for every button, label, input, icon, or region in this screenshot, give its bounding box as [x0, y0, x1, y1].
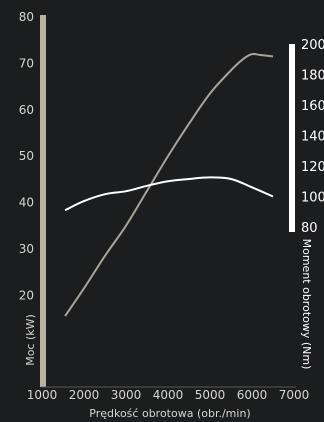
x-tick-label: 3000: [111, 388, 142, 402]
x-tick-label: 4000: [153, 388, 184, 402]
x-axis-label: Prędkość obrotowa (obr./min): [89, 407, 250, 420]
y-left-tick-label: 70: [19, 56, 34, 70]
y-left-tick-label: 30: [19, 242, 34, 256]
y-right-tick-label: 140: [301, 130, 324, 145]
y-left-tick-label: 50: [19, 149, 34, 163]
y-left-tick-labels: 20 30 40 50 60 70 80: [19, 10, 34, 302]
x-tick-label: 7000: [279, 388, 310, 402]
x-tick-label: 1000: [27, 388, 58, 402]
y-right-tick-label: 80: [301, 221, 318, 236]
y-right-tick-labels: 80 100 120 140 160 180 200: [301, 38, 324, 236]
y-right-tick-label: 200: [301, 38, 324, 53]
y-right-tick-label: 160: [301, 99, 324, 114]
y-right-tick-label: 120: [301, 160, 324, 175]
right-axis-bar: [289, 44, 295, 232]
y-right-tick-label: 180: [301, 69, 324, 84]
series-torque-line: [64, 176, 274, 212]
y-left-tick-label: 60: [19, 103, 34, 117]
y-right-tick-label: 100: [301, 191, 324, 206]
left-axis-bar: [40, 15, 46, 387]
y-left-tick-label: 80: [19, 10, 34, 24]
x-tick-label: 2000: [69, 388, 100, 402]
y-left-axis-label: Moc (kW): [24, 314, 37, 366]
y-left-tick-label: 40: [19, 196, 34, 210]
x-tick-labels: 1000 2000 3000 4000 5000 6000 7000: [27, 388, 310, 402]
y-left-tick-label: 20: [19, 288, 34, 302]
series-power-line: [64, 52, 274, 317]
x-tick-label: 6000: [237, 388, 268, 402]
x-tick-label: 5000: [195, 388, 226, 402]
y-right-axis-label: Moment obrotowy (Nm): [300, 239, 313, 370]
